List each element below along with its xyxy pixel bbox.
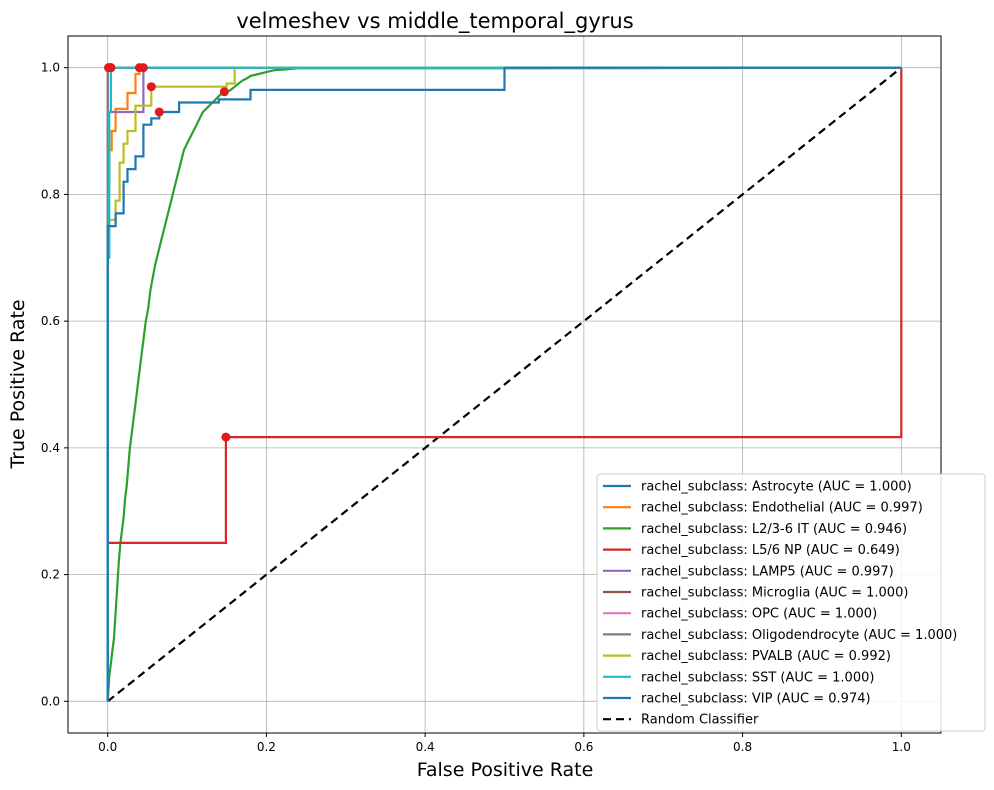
x-tick-label: 0.0 [98,740,117,754]
threshold-marker-4 [138,63,148,73]
x-tick-label: 0.6 [574,740,593,754]
legend-entry: rachel_subclass: VIP (AUC = 0.974) [641,692,871,707]
x-tick-label: 0.4 [416,740,435,754]
legend-entry: rachel_subclass: PVALB (AUC = 0.992) [641,649,891,664]
x-axis-label: False Positive Rate [417,759,594,781]
y-tick-label: 0.6 [41,314,60,328]
legend-entry: rachel_subclass: Astrocyte (AUC = 1.000) [641,480,912,495]
y-axis-ticks: 0.0 0.2 0.4 0.6 0.8 1.0 [41,61,68,708]
chart-title: velmeshev vs middle_temporal_gyrus [236,9,633,34]
grid-lines [68,36,941,733]
y-tick-label: 0.2 [41,568,60,582]
legend-entry: Random Classifier [641,713,759,728]
threshold-marker-8 [146,82,156,92]
threshold-marker-10 [154,107,164,117]
x-tick-label: 0.2 [257,740,276,754]
threshold-marker-9 [106,63,116,73]
random-classifier-layer [107,66,902,703]
threshold-markers [103,63,231,442]
x-tick-label: 0.8 [733,740,752,754]
legend: rachel_subclass: Astrocyte (AUC = 1.000)… [596,473,986,732]
legend-entry: rachel_subclass: LAMP5 (AUC = 0.997) [641,564,894,579]
plot-frame [67,35,942,734]
legend-box [596,473,986,732]
legend-entry: rachel_subclass: L5/6 NP (AUC = 0.649) [641,543,900,558]
legend-entry: rachel_subclass: Oligodendrocyte (AUC = … [641,628,957,643]
series-line-8 [106,66,902,702]
series-line-2 [106,66,902,702]
legend-entry: rachel_subclass: OPC (AUC = 1.000) [641,607,877,622]
threshold-marker-2 [219,87,229,97]
series-line-10 [106,66,902,702]
legend-entry: rachel_subclass: Microglia (AUC = 1.000) [641,586,908,601]
y-tick-label: 0.0 [41,694,60,708]
legend-entry: rachel_subclass: Endothelial (AUC = 0.99… [641,501,923,516]
legend-entry: rachel_subclass: SST (AUC = 1.000) [641,670,874,685]
x-axis-ticks: 0.0 0.2 0.4 0.6 0.8 1.0 [98,733,911,754]
y-tick-label: 1.0 [41,61,60,75]
x-tick-label: 1.0 [892,740,911,754]
y-axis-label: True Positive Rate [7,299,29,469]
y-tick-label: 0.4 [41,441,60,455]
series-line-11 [107,66,902,703]
threshold-marker-3 [221,432,231,442]
legend-entry: rachel_subclass: L2/3-6 IT (AUC = 0.946) [641,522,907,537]
y-tick-label: 0.8 [41,187,60,201]
